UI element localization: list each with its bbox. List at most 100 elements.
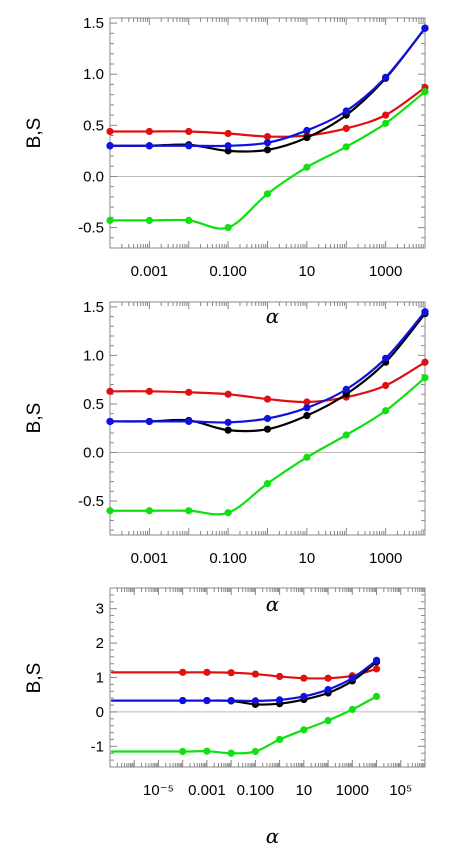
data-point [421, 374, 429, 382]
data-point [421, 24, 429, 32]
data-point [227, 696, 235, 705]
y-tick-label: -1 [91, 738, 104, 755]
data-point [372, 665, 381, 673]
x-axis-label: α [266, 304, 280, 328]
series-line-1 [110, 667, 378, 680]
data-point [145, 216, 153, 224]
x-tick-label: 0.001 [131, 550, 169, 567]
data-point [251, 670, 259, 678]
y-axis-label: B,S [24, 118, 45, 149]
series-line-2 [106, 312, 427, 433]
x-tick-label: 1000 [369, 263, 402, 280]
data-point [276, 672, 284, 681]
series-line-3 [110, 659, 378, 703]
data-point [145, 417, 153, 426]
data-point [251, 747, 259, 756]
series-line-3 [106, 27, 427, 148]
data-point [179, 747, 187, 756]
x-tick-label: 0.001 [131, 263, 169, 280]
data-point [263, 414, 272, 423]
y-tick-label: 3 [96, 601, 104, 618]
y-tick-label: -0.5 [78, 220, 104, 237]
data-point [276, 735, 284, 744]
data-point [203, 668, 211, 676]
data-point [276, 696, 284, 704]
y-tick-label: 0.5 [83, 396, 104, 413]
data-point [145, 507, 153, 515]
data-point [203, 696, 211, 705]
data-point [224, 418, 232, 426]
data-point [300, 692, 308, 701]
data-point [106, 142, 114, 150]
data-point [224, 223, 232, 232]
data-point [342, 431, 350, 439]
data-point [303, 134, 311, 142]
data-point [227, 749, 235, 757]
series-line-1 [106, 86, 427, 138]
data-point [382, 354, 390, 362]
data-point [324, 685, 332, 694]
data-point [185, 127, 193, 136]
data-point [324, 674, 332, 682]
data-point [106, 417, 114, 426]
data-point [382, 73, 390, 81]
data-point [342, 385, 350, 393]
x-tick-label: 10 [299, 550, 316, 567]
series-line-4 [106, 90, 427, 230]
y-tick-label: 0 [96, 704, 104, 721]
data-point [179, 668, 187, 676]
data-point [106, 387, 114, 395]
y-tick-label: 0.0 [83, 444, 104, 461]
x-tick-label: 10⁵ [389, 782, 412, 799]
data-point [342, 143, 350, 151]
data-point [224, 390, 232, 398]
data-point [185, 417, 193, 426]
data-point [421, 308, 429, 316]
data-point [145, 127, 153, 136]
data-point [263, 395, 272, 403]
data-point [185, 388, 193, 396]
data-point [382, 119, 390, 127]
series-line-4 [106, 376, 427, 516]
data-point [342, 124, 350, 132]
data-point [303, 126, 311, 135]
series-line-3 [106, 310, 427, 424]
series-line-2 [106, 27, 427, 153]
data-point [421, 358, 429, 366]
y-axis-label: B,S [24, 403, 45, 434]
data-point [303, 398, 311, 406]
data-point [185, 507, 193, 515]
data-point [348, 674, 356, 682]
data-point [227, 669, 235, 677]
data-point [263, 190, 272, 198]
x-tick-label: 10 [296, 782, 313, 799]
data-point [372, 692, 381, 701]
data-point [224, 147, 232, 155]
data-point [263, 425, 272, 433]
data-point [348, 705, 356, 714]
chart-panel-1: 0.001 0.100 10 1000 -0.5 0.0 0.5 1.0 1.5 α B,S [24, 15, 429, 328]
data-point [324, 716, 332, 725]
y-tick-label: 1 [96, 670, 104, 687]
chart-panel-2: 0.001 0.100 10 1000 -0.5 0.0 0.5 1.0 1.5 α B,S [24, 299, 429, 616]
x-axis-label: α [266, 824, 280, 848]
data-point [303, 453, 311, 461]
data-point [263, 479, 272, 488]
x-tick-label: 10⁻⁵ [143, 782, 174, 799]
data-point [224, 142, 232, 150]
x-tick-label: 0.100 [209, 550, 247, 567]
x-tick-label: 1000 [336, 782, 369, 799]
y-tick-label: 0.0 [83, 168, 104, 185]
data-point [372, 656, 381, 664]
data-point [300, 674, 308, 682]
data-point [145, 142, 153, 150]
data-point [342, 107, 350, 115]
data-point [303, 411, 311, 420]
data-point [203, 747, 211, 755]
series-line-1 [106, 361, 427, 404]
data-point [263, 139, 272, 147]
data-point [303, 404, 311, 412]
data-point [106, 216, 114, 224]
x-tick-label: 0.100 [209, 263, 247, 280]
